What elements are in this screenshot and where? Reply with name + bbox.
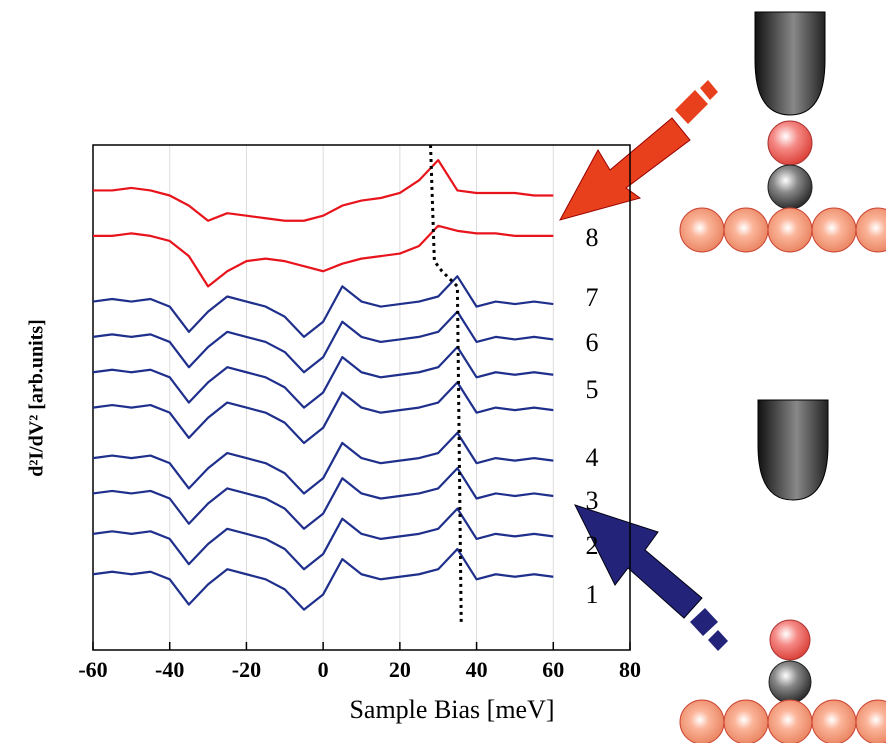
guide-line — [429, 144, 463, 625]
curve-label: 4 — [586, 443, 599, 472]
curve-label: 7 — [586, 283, 599, 312]
spectrum-line — [93, 159, 554, 222]
curve-label: 8 — [586, 223, 599, 252]
curve-label: 1 — [586, 580, 599, 609]
x-axis-label: Sample Bias [meV] — [349, 695, 554, 724]
x-tick-label: 80 — [619, 657, 641, 682]
curve-label: 6 — [586, 328, 599, 357]
spectrum-line — [93, 224, 554, 288]
spectrum-line — [92, 381, 554, 445]
x-tick-label: -40 — [155, 657, 184, 682]
illustration-bottom — [574, 399, 886, 743]
plot-frame — [92, 144, 631, 651]
curve-label: 5 — [586, 375, 599, 404]
curve-label: 3 — [586, 486, 599, 515]
illustration-top — [559, 11, 886, 253]
spectrum-line — [92, 310, 554, 374]
x-tick-label: 20 — [389, 657, 411, 682]
spectrum-line — [92, 467, 554, 530]
spectrum-line — [92, 547, 554, 611]
spectrum-line — [92, 431, 554, 495]
x-tick-label: -20 — [232, 657, 261, 682]
x-tick-label: -60 — [78, 657, 107, 682]
x-tick-label: 60 — [542, 657, 564, 682]
curve-label: 2 — [586, 531, 599, 560]
x-tick-label: 40 — [466, 657, 488, 682]
spectrum-line — [92, 275, 554, 338]
spectrum-line — [92, 507, 554, 571]
x-tick-label: 0 — [318, 657, 329, 682]
spectrum-line — [92, 345, 554, 409]
y-axis-label: d²I/dV² [arb.units] — [26, 319, 48, 477]
